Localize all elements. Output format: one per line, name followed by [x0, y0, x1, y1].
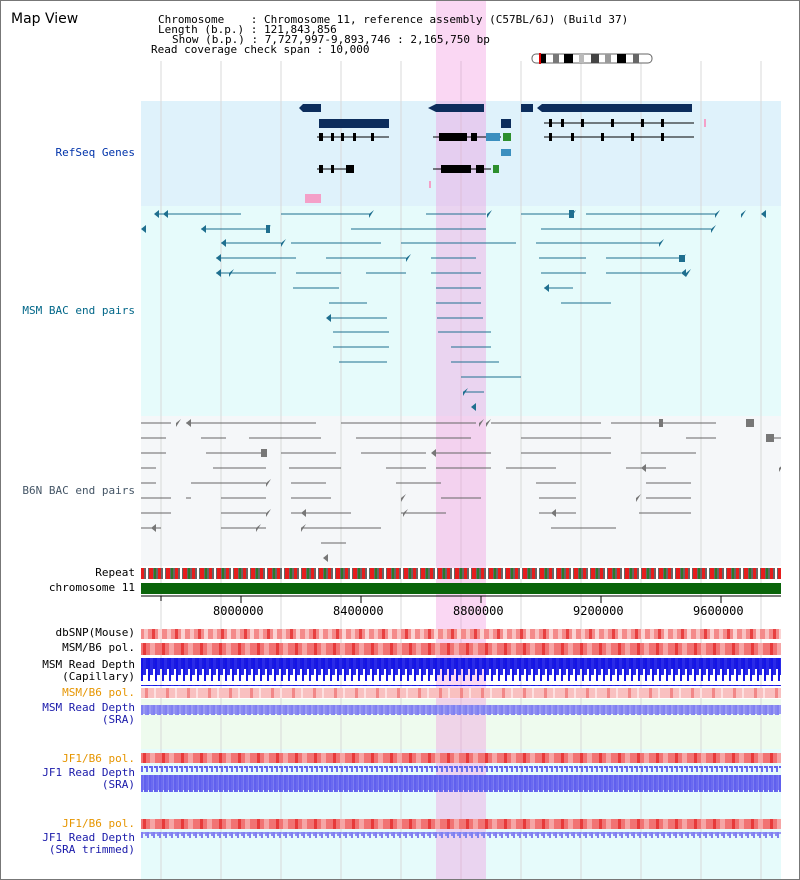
track-label-jf1-pol-1: JF1/B6 pol. — [62, 752, 135, 765]
track-label-msm-depth-cap: MSM Read Depth — [42, 658, 135, 671]
header-chromosome: Chromosome : Chromosome 11, reference as… — [158, 13, 629, 26]
track-label-repeat: Repeat — [95, 566, 135, 579]
coverage-tracks — [141, 629, 781, 844]
track-label-msm-bac[interactable]: MSM BAC end pairs — [22, 304, 135, 317]
header-coverage-span: Read coverage check span : 10,000 — [151, 43, 370, 56]
axis-tick-label: 8400000 — [333, 604, 384, 618]
track-label-sra-2: (SRA) — [101, 778, 135, 791]
msm-bac-end-pairs-track[interactable] — [141, 206, 781, 416]
track-label-capillary: (Capillary) — [62, 670, 135, 683]
track-label-jf1-depth-trim: JF1 Read Depth — [42, 831, 135, 844]
axis-tick-label: 9600000 — [693, 604, 744, 618]
page-title: Map View — [11, 11, 79, 27]
track-label-dbsnp: dbSNP(Mouse) — [55, 626, 135, 639]
axis-tick-label: 9200000 — [573, 604, 624, 618]
track-label-sra-1: (SRA) — [101, 713, 135, 726]
position-axis — [141, 595, 781, 603]
chromosome-ideogram[interactable] — [531, 53, 653, 65]
track-label-jf1-pol-2: JF1/B6 pol. — [62, 817, 135, 830]
track-label-refseq[interactable]: RefSeq Genes — [55, 146, 135, 159]
header-show: Show (b.p.) : 7,727,997-9,893,746 : 2,16… — [172, 33, 490, 46]
track-label-sra-trimmed: (SRA trimmed) — [48, 843, 135, 856]
repeat-and-chromosome-track — [141, 568, 781, 594]
refseq-genes-track[interactable] — [141, 101, 781, 206]
b6n-bac-end-pairs-track[interactable] — [141, 416, 781, 566]
track-label-jf1-depth-sra: JF1 Read Depth — [42, 766, 135, 779]
axis-tick-label: 8000000 — [213, 604, 264, 618]
axis-tick-label: 8800000 — [453, 604, 504, 618]
track-label-msm-pol-2: MSM/B6 pol. — [62, 686, 135, 699]
track-label-b6n-bac[interactable]: B6N BAC end pairs — [22, 484, 135, 497]
header-length: Length (b.p.) : 121,843,856 — [158, 23, 337, 36]
track-label-msm-pol-1: MSM/B6 pol. — [62, 641, 135, 654]
grid-lines — [160, 61, 762, 879]
track-label-msm-depth-sra: MSM Read Depth — [42, 701, 135, 714]
track-label-chromosome: chromosome 11 — [48, 581, 135, 594]
